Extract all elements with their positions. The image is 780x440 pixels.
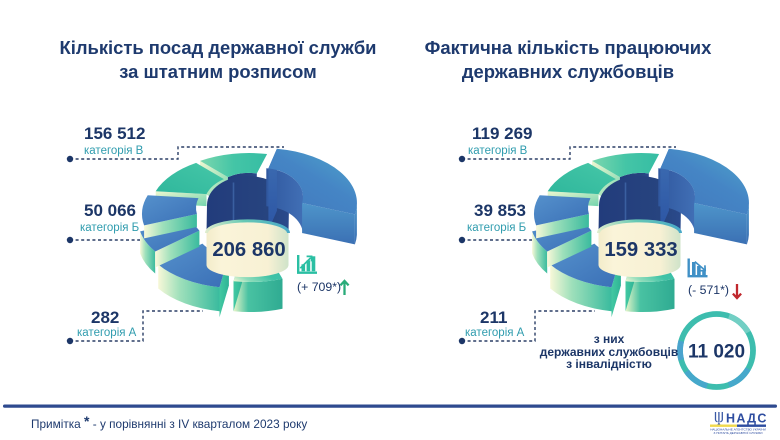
svg-text:206 860: 206 860 xyxy=(212,239,285,261)
svg-text:11 020: 11 020 xyxy=(688,342,745,363)
svg-text:НАЦІОНАЛЬНЕ АГЕНТСТВО УКРАЇНИ: НАЦІОНАЛЬНЕ АГЕНТСТВО УКРАЇНИ xyxy=(710,428,766,432)
svg-text:159 333: 159 333 xyxy=(604,239,677,261)
svg-text:З ПИТАНЬ ДЕРЖАВНОЇ СЛУЖБИ: З ПИТАНЬ ДЕРЖАВНОЇ СЛУЖБИ xyxy=(714,431,763,435)
svg-text:НАДС: НАДС xyxy=(726,412,768,426)
